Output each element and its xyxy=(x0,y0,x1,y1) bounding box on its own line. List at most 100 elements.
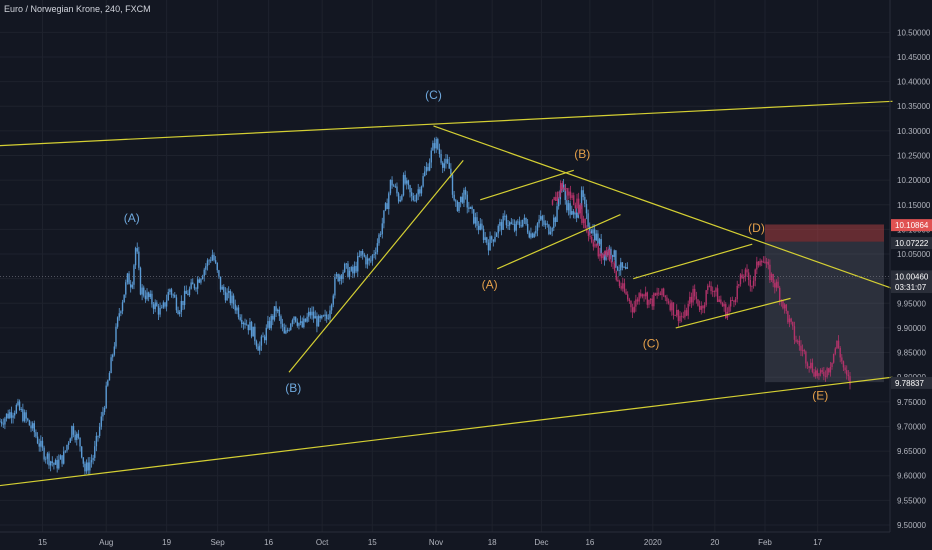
candle-blue-body xyxy=(386,203,388,210)
candle-pink-body xyxy=(716,288,719,302)
candle-blue-body xyxy=(425,166,428,172)
candle-blue-body xyxy=(392,185,395,187)
candle-blue-body xyxy=(239,317,241,321)
candle-blue-body xyxy=(36,436,39,444)
candle-pink-body xyxy=(689,296,691,304)
trendline[interactable] xyxy=(288,160,464,373)
candle-pink-body xyxy=(643,294,645,297)
candle-blue-body xyxy=(458,202,460,211)
candle-pink-body xyxy=(682,316,684,318)
candle-blue-body xyxy=(118,313,120,318)
candle-blue-body xyxy=(610,248,612,256)
candle-pink-body xyxy=(718,299,720,302)
candle-blue-body xyxy=(324,314,326,317)
candle-blue-body xyxy=(17,401,19,405)
candle-pink-body xyxy=(674,315,676,316)
trendline[interactable] xyxy=(480,169,574,201)
time-axis[interactable]: 15 Aug 19 Sep 16 Oct 15 Nov 18 Dec 16 2020 20 Feb 17 xyxy=(38,538,823,547)
candle-blue-body xyxy=(283,326,285,334)
candle-blue-body xyxy=(175,297,178,311)
candle-blue-body xyxy=(208,260,210,262)
candle-blue-body xyxy=(138,251,140,268)
candle-pink-body xyxy=(743,276,745,279)
trendline[interactable] xyxy=(675,297,791,329)
candle-blue-body xyxy=(141,287,143,295)
candle-pink-body xyxy=(811,362,814,373)
candle-pink-body xyxy=(582,218,585,223)
candle-blue-body xyxy=(459,196,462,203)
candle-blue-body xyxy=(438,148,441,155)
price-axis[interactable]: 10.50000 10.45000 10.40000 10.35000 10.30000… xyxy=(897,28,931,530)
candle-pink-body xyxy=(752,280,755,287)
candle-pink-body xyxy=(728,306,730,312)
candle-blue-body xyxy=(275,306,277,312)
price-tick-label: 9.95000 xyxy=(897,299,926,308)
candle-blue-body xyxy=(520,225,522,227)
candle-pink-body xyxy=(640,293,642,297)
candle-pink-body xyxy=(703,304,706,309)
candle-blue-body xyxy=(525,217,527,224)
candle-blue-body xyxy=(237,307,240,318)
chart-title: Euro / Norwegian Krone, 240, FXCM xyxy=(4,4,151,14)
trendline[interactable] xyxy=(633,243,753,280)
trendline[interactable] xyxy=(0,376,893,487)
price-tick-label: 9.55000 xyxy=(897,496,926,505)
candle-blue-body xyxy=(301,321,303,328)
candle-blue-body xyxy=(245,324,248,326)
candle-blue-body xyxy=(4,418,6,425)
time-tick-label: 20 xyxy=(710,538,719,547)
candle-blue-body xyxy=(553,217,555,228)
candle-pink-body xyxy=(633,306,635,313)
candle-blue-body xyxy=(494,236,496,242)
trendline[interactable] xyxy=(0,100,893,147)
candle-pink-body xyxy=(569,191,572,198)
candle-pink-body xyxy=(793,326,796,340)
candle-pink-body xyxy=(849,376,851,385)
candle-blue-body xyxy=(236,307,238,311)
candle-pink-body xyxy=(774,283,776,288)
wave-label: (D) xyxy=(748,221,765,235)
candle-blue-body xyxy=(368,258,370,261)
candle-blue-body xyxy=(495,233,498,237)
candle-blue-body xyxy=(499,222,501,226)
candle-blue-body xyxy=(379,234,382,235)
candle-blue-body xyxy=(360,251,362,256)
candle-blue-body xyxy=(616,266,619,271)
candle-pink-body xyxy=(553,197,555,201)
candle-blue-body xyxy=(31,423,34,429)
candle-blue-body xyxy=(195,288,197,290)
candle-blue-body xyxy=(156,302,158,307)
candle-pink-body xyxy=(839,347,841,358)
candle-blue-body xyxy=(285,330,287,334)
time-tick-label: 2020 xyxy=(644,538,662,547)
trendline[interactable] xyxy=(433,125,893,290)
candle-blue-body xyxy=(407,180,410,186)
candle-pink-body xyxy=(754,269,756,281)
candle-blue-body xyxy=(167,291,169,301)
candle-pink-body xyxy=(628,299,631,301)
candle-blue-body xyxy=(469,206,472,209)
candle-pink-body xyxy=(783,304,786,309)
trendlines[interactable] xyxy=(0,100,893,487)
candle-blue-body xyxy=(205,266,207,270)
candle-blue-body xyxy=(94,446,96,458)
price-tick-label: 10.50000 xyxy=(897,28,931,37)
candle-blue-body xyxy=(178,311,181,315)
candle-blue-body xyxy=(125,282,127,295)
candle-blue-body xyxy=(440,154,442,163)
candle-blue-body xyxy=(262,336,264,338)
candle-blue-body xyxy=(255,341,258,347)
price-tag-label: 10.07222 xyxy=(895,239,929,248)
candle-pink-body xyxy=(739,274,742,285)
candle-blue-body xyxy=(371,255,374,261)
trendline[interactable] xyxy=(497,214,621,270)
candle-blue-body xyxy=(87,462,89,471)
candle-pink-body xyxy=(796,340,799,342)
grid xyxy=(0,0,890,532)
candle-pink-body xyxy=(694,288,696,297)
candle-blue-body xyxy=(46,453,49,459)
candle-blue-body xyxy=(28,420,31,426)
price-tick-label: 9.70000 xyxy=(897,422,926,431)
candle-pink-body xyxy=(841,357,843,362)
